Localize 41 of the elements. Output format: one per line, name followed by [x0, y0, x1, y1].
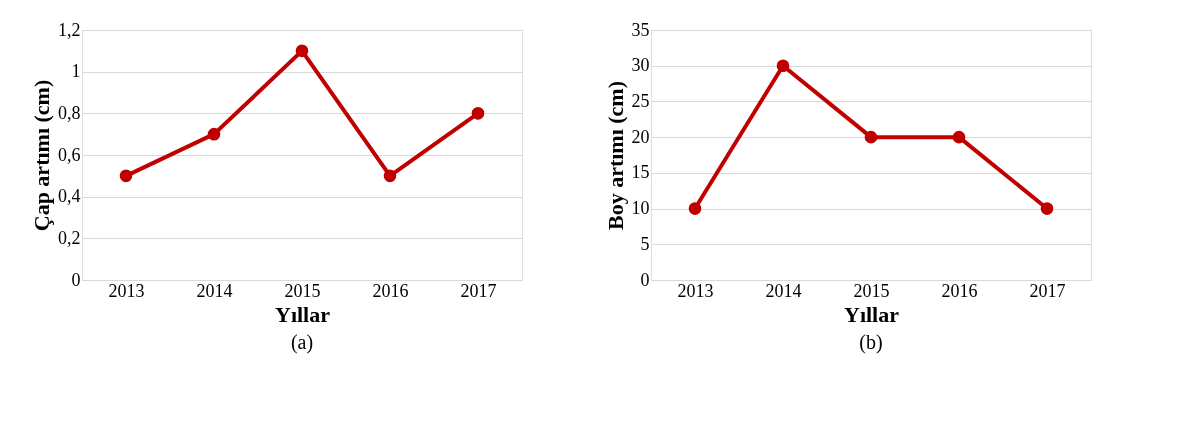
y-tick-label: 30 — [631, 55, 650, 76]
point — [383, 169, 397, 183]
x-tick-label: 2016 — [941, 280, 978, 301]
y-axis-title: Boy artımı (cm) — [602, 80, 628, 231]
y-tick-label: 15 — [631, 162, 650, 183]
y-tick-label: 25 — [631, 90, 650, 111]
y-tick-label: 0 — [71, 269, 81, 290]
y-tick-label: 0,8 — [58, 102, 81, 123]
y-tick-label: 1 — [71, 61, 81, 82]
x-tick-label: 2014 — [765, 280, 802, 301]
y-axis-title: Çap artımı (cm) — [29, 79, 54, 232]
point — [776, 59, 790, 73]
x-tick-label: 2015 — [853, 280, 890, 301]
y-tick-label: 35 — [631, 19, 650, 40]
x-tick-label: 2014 — [196, 280, 233, 301]
point — [295, 44, 309, 58]
x-tick-label: 2017 — [1029, 280, 1066, 301]
y-tick-label: 10 — [631, 198, 650, 219]
point — [471, 107, 485, 120]
y-tick-label: 0,6 — [58, 144, 81, 165]
point — [1040, 202, 1054, 215]
text: (a) — [290, 331, 314, 354]
x-tick-label: 2015 — [284, 280, 321, 301]
text: (b) — [859, 331, 883, 354]
y-tick-label: 1,2 — [58, 19, 81, 40]
y-tick-label: 0,4 — [58, 186, 81, 207]
x-tick-label: 2013 — [677, 280, 714, 301]
point — [207, 127, 221, 141]
x-axis-title: Yıllar — [275, 301, 331, 327]
point — [688, 202, 702, 215]
x-axis-title: Yıllar — [844, 301, 900, 327]
point — [864, 130, 878, 144]
point — [952, 130, 966, 144]
x-tick-label: 2013 — [108, 280, 145, 301]
x-tick-label: 2016 — [372, 280, 409, 301]
x-tick-label: 2017 — [460, 280, 497, 301]
y-tick-label: 20 — [631, 126, 650, 147]
y-tick-label: 0,2 — [58, 227, 81, 248]
y-tick-label: 5 — [640, 233, 650, 254]
y-tick-label: 0 — [640, 269, 650, 290]
point — [119, 169, 133, 183]
